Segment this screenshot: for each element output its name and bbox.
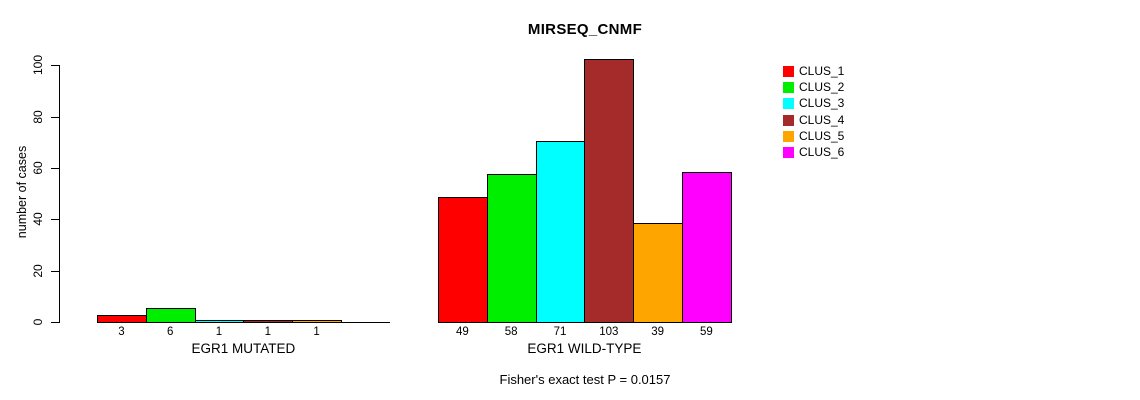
legend-swatch-icon [783, 98, 794, 110]
bar-value-label: 58 [504, 326, 518, 338]
chart-title: MIRSEQ_CNMF [527, 21, 643, 38]
bar-clus_2 [145, 308, 196, 323]
legend-swatch-icon [783, 81, 794, 93]
legend-row: CLUS_3 [783, 96, 844, 112]
legend-label: CLUS_6 [799, 145, 845, 160]
bar-value-label: 49 [455, 326, 469, 338]
bar-clus_3 [535, 141, 586, 323]
bar-value-label: 1 [215, 326, 223, 338]
bar-value-label: 1 [264, 326, 271, 338]
bar-clus_5 [292, 320, 342, 323]
legend-swatch-icon [783, 130, 794, 142]
legend-row: CLUS_6 [783, 144, 844, 160]
bar-value-label: 6 [166, 326, 174, 338]
bar-value-label: 71 [553, 326, 567, 338]
y-axis-tick [51, 270, 59, 272]
bar-clus_2 [486, 174, 537, 323]
y-axis-tick-label: 40 [31, 212, 45, 226]
legend-label: CLUS_3 [799, 96, 845, 111]
y-axis-tick-label: 20 [31, 263, 45, 278]
bar-clus_4 [584, 59, 635, 323]
legend-label: CLUS_1 [799, 63, 845, 78]
legend-row: CLUS_4 [783, 112, 844, 128]
y-axis-tick-label: 60 [31, 161, 45, 175]
y-axis-tick [51, 322, 59, 323]
y-axis-tick [51, 167, 59, 169]
legend: CLUS_1 CLUS_2 CLUS_3 CLUS_4 CLUS_5 CLUS_6 [783, 63, 844, 161]
legend-row: CLUS_1 [783, 63, 844, 79]
legend-row: CLUS_2 [783, 79, 844, 95]
y-axis-tick [51, 116, 59, 118]
bar-value-label: 1 [313, 326, 320, 338]
x-axis-group-label: EGR1 WILD-TYPE [527, 341, 642, 356]
legend-label: CLUS_5 [799, 128, 845, 143]
bar-clus_3 [194, 320, 245, 323]
y-axis-tick-label: 80 [31, 109, 45, 124]
bar-clus_6 [682, 172, 732, 323]
legend-label: CLUS_4 [799, 112, 845, 127]
y-axis-label: number of cases [15, 145, 29, 239]
bar-value-label: 59 [699, 326, 713, 338]
bar-value-label: 103 [599, 326, 619, 338]
y-axis-tick [51, 219, 59, 221]
y-axis-tick [51, 65, 59, 67]
legend-swatch-icon [783, 65, 794, 77]
x-axis-group-label: EGR1 MUTATED [191, 341, 296, 356]
bar-clus_1 [97, 315, 147, 323]
bar-value-label: 3 [118, 326, 125, 338]
bar-value-label: 39 [651, 326, 664, 338]
y-axis-tick-label: 0 [31, 318, 45, 326]
fisher-test-annotation: Fisher's exact test P = 0.0157 [499, 372, 671, 387]
y-axis-line [59, 65, 60, 323]
y-axis-tick-label: 100 [31, 55, 45, 76]
bar-clus_5 [633, 223, 683, 323]
bar-clus_1 [438, 197, 488, 323]
legend-label: CLUS_2 [799, 79, 845, 94]
legend-swatch-icon [783, 114, 794, 126]
bar-clus_4 [243, 320, 294, 323]
legend-swatch-icon [783, 147, 794, 159]
legend-row: CLUS_5 [783, 128, 844, 144]
